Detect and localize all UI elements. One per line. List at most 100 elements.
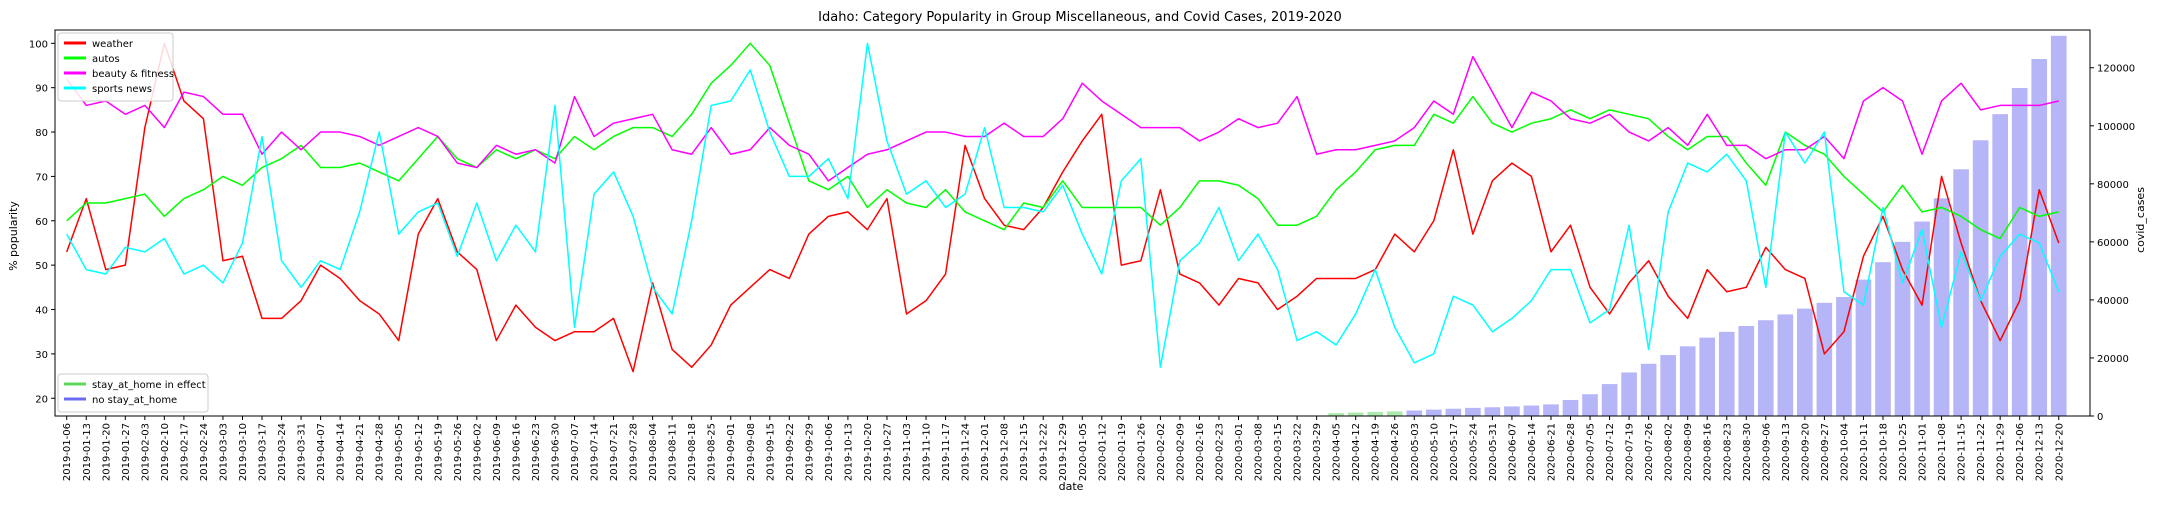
series-line-weather bbox=[66, 42, 2060, 373]
x-tick-label: 2020-04-05 bbox=[1332, 423, 1343, 481]
x-tick-label: 2020-06-07 bbox=[1507, 423, 1518, 481]
series-lines-group bbox=[66, 42, 2060, 373]
axes-group: 20 30 40 50 60 70 80 90 100 0 20000 40000 60000 80000… bbox=[29, 29, 2135, 481]
x-tick-label: 2019-08-04 bbox=[648, 423, 659, 481]
x-tick-label: 2020-03-15 bbox=[1273, 423, 1284, 481]
x-tick-label: 2019-05-05 bbox=[394, 423, 405, 481]
x-tick-label: 2019-02-24 bbox=[199, 423, 210, 481]
legend-categories: weather autos beauty & fitness sports news bbox=[57, 32, 174, 102]
x-tick-label: 2019-01-06 bbox=[62, 423, 73, 481]
y-tick-label: 20 bbox=[35, 394, 48, 405]
x-tick-label: 2020-09-06 bbox=[1761, 423, 1772, 481]
series-line-beauty-fitness bbox=[66, 55, 2059, 182]
covid-bar bbox=[1640, 363, 1657, 416]
x-tick-label: 2019-10-20 bbox=[863, 423, 874, 481]
x-tick-label: 2020-01-26 bbox=[1136, 423, 1147, 481]
x-tick-label: 2020-12-20 bbox=[2054, 423, 2065, 481]
x-tick-label: 2020-10-25 bbox=[1898, 423, 1909, 481]
covid-bar bbox=[1465, 407, 1481, 416]
covid-bar bbox=[1523, 405, 1540, 416]
chart-title: Idaho: Category Popularity in Group Misc… bbox=[818, 10, 1342, 25]
x-tick-label: 2019-01-27 bbox=[121, 423, 132, 481]
x-tick-label: 2019-02-17 bbox=[179, 423, 190, 481]
legend-label: sports news bbox=[92, 84, 152, 95]
x-tick-label: 2020-10-04 bbox=[1839, 423, 1850, 481]
x-tick-label: 2019-04-21 bbox=[355, 423, 366, 481]
x-tick-label: 2020-11-08 bbox=[1937, 423, 1948, 481]
covid-bar bbox=[1660, 355, 1676, 416]
x-tick-label: 2019-10-27 bbox=[882, 423, 893, 481]
x-tick-label: 2020-07-12 bbox=[1605, 423, 1616, 481]
x-tick-label: 2020-08-30 bbox=[1742, 423, 1753, 481]
covid-bar bbox=[1328, 413, 1344, 416]
x-tick-label: 2020-03-29 bbox=[1312, 423, 1323, 481]
x-tick-label: 2020-02-23 bbox=[1214, 423, 1225, 481]
x-tick-label: 2020-06-21 bbox=[1546, 423, 1557, 481]
y2-tick-label: 80000 bbox=[2097, 180, 2129, 191]
series-line-sports-news bbox=[66, 42, 2060, 368]
x-axis-label: date bbox=[1059, 480, 1084, 493]
y-tick-label: 80 bbox=[35, 128, 48, 139]
covid-bar bbox=[2050, 35, 2067, 417]
x-tick-label: 2020-10-11 bbox=[1859, 423, 1870, 481]
covid-bar bbox=[1992, 114, 2008, 417]
x-tick-label: 2019-10-13 bbox=[843, 423, 854, 481]
covid-bar bbox=[2011, 88, 2028, 417]
covid-bar bbox=[1406, 410, 1423, 416]
x-tick-label: 2019-09-29 bbox=[804, 423, 815, 481]
x-tick-label: 2020-03-01 bbox=[1234, 423, 1245, 481]
x-tick-label: 2019-07-07 bbox=[570, 423, 581, 481]
y2-tick-label: 40000 bbox=[2097, 296, 2129, 307]
legend-stay-at-home: stay_at_home in effect no stay_at_home bbox=[57, 373, 209, 413]
x-tick-label: 2019-06-23 bbox=[531, 423, 542, 481]
x-tick-label: 2020-03-22 bbox=[1293, 423, 1304, 481]
x-tick-label: 2020-04-26 bbox=[1390, 423, 1401, 481]
y-tick-label: 40 bbox=[35, 306, 48, 317]
y2-axis-label: covid_cases bbox=[2134, 187, 2147, 253]
x-tick-label: 2019-11-24 bbox=[961, 423, 972, 481]
legend-box bbox=[57, 32, 174, 102]
x-tick-label: 2019-05-26 bbox=[453, 423, 464, 481]
x-tick-label: 2019-02-10 bbox=[160, 423, 171, 481]
y-tick-label: 70 bbox=[35, 172, 48, 183]
legend-box bbox=[57, 373, 209, 413]
x-tick-label: 2019-12-01 bbox=[980, 423, 991, 481]
x-tick-label: 2019-03-03 bbox=[218, 423, 229, 481]
x-tick-label: 2019-12-15 bbox=[1019, 423, 1030, 481]
x-tick-label: 2019-08-18 bbox=[687, 423, 698, 481]
covid-bar bbox=[1484, 407, 1501, 416]
y2-tick-label: 60000 bbox=[2097, 238, 2129, 249]
x-tick-label: 2019-04-28 bbox=[375, 423, 386, 481]
covid-bar bbox=[1836, 297, 1852, 416]
x-tick-label: 2019-06-30 bbox=[550, 423, 561, 481]
x-tick-label: 2019-09-15 bbox=[765, 423, 776, 481]
x-tick-label: 2020-05-03 bbox=[1410, 423, 1421, 481]
y2-tick-label: 120000 bbox=[2097, 64, 2135, 75]
x-tick-label: 2019-04-07 bbox=[316, 423, 327, 481]
x-tick-label: 2020-09-13 bbox=[1781, 423, 1792, 481]
y2-tick-label: 0 bbox=[2097, 412, 2103, 423]
covid-bar bbox=[1972, 140, 1989, 417]
x-tick-label: 2019-08-25 bbox=[707, 423, 718, 481]
x-tick-label: 2019-12-08 bbox=[1000, 423, 1011, 481]
y2-tick-label: 20000 bbox=[2097, 354, 2129, 365]
covid-bar bbox=[1855, 279, 1872, 416]
x-tick-label: 2019-09-01 bbox=[726, 423, 737, 481]
x-tick-label: 2019-01-13 bbox=[82, 423, 93, 481]
covid-bar bbox=[1777, 314, 1794, 416]
x-tick-label: 2020-09-27 bbox=[1820, 423, 1831, 481]
x-tick-label: 2019-03-24 bbox=[277, 423, 288, 481]
x-tick-label: 2019-07-28 bbox=[629, 423, 640, 481]
x-tick-label: 2019-06-16 bbox=[511, 423, 522, 481]
x-tick-label: 2019-03-31 bbox=[297, 423, 308, 481]
y-tick-label: 60 bbox=[35, 217, 48, 228]
legend-label: autos bbox=[92, 54, 120, 65]
x-tick-label: 2019-05-19 bbox=[433, 423, 444, 481]
x-tick-label: 2019-10-06 bbox=[824, 423, 835, 481]
x-tick-label: 2020-12-13 bbox=[2035, 423, 2046, 481]
x-tick-label: 2020-08-02 bbox=[1664, 423, 1675, 481]
x-tick-label: 2019-01-20 bbox=[101, 423, 112, 481]
y-tick-label: 50 bbox=[35, 261, 48, 272]
x-tick-label: 2020-07-26 bbox=[1644, 423, 1655, 481]
